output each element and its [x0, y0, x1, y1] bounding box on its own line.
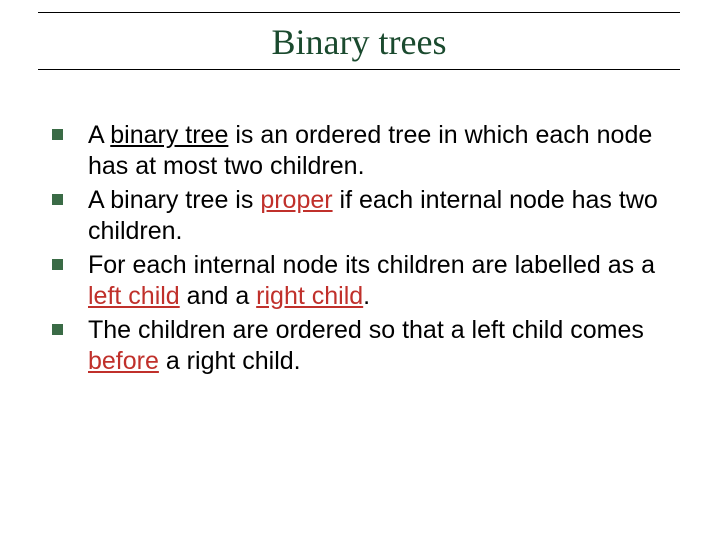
slide-header: Binary trees: [38, 12, 680, 75]
text-run: A binary tree is: [88, 186, 260, 214]
slide: Binary trees A binary tree is an ordered…: [0, 0, 720, 540]
text-run: right child: [256, 282, 363, 310]
square-bullet-icon: [52, 129, 63, 140]
text-run: a right child.: [159, 347, 301, 375]
bullet-list: A binary tree is an ordered tree in whic…: [48, 120, 676, 376]
bullet-item: A binary tree is proper if each internal…: [48, 185, 676, 246]
bullet-item: For each internal node its children are …: [48, 250, 676, 311]
slide-title: Binary trees: [38, 13, 680, 69]
bullet-item: A binary tree is an ordered tree in whic…: [48, 120, 676, 181]
text-run: The children are ordered so that a left …: [88, 316, 644, 344]
bullet-item: The children are ordered so that a left …: [48, 315, 676, 376]
slide-body: A binary tree is an ordered tree in whic…: [48, 120, 676, 380]
text-run: proper: [260, 186, 332, 214]
title-rule-bottom-wrap: [38, 69, 680, 75]
text-run: .: [363, 282, 370, 310]
text-run: before: [88, 347, 159, 375]
text-run: left child: [88, 282, 180, 310]
square-bullet-icon: [52, 194, 63, 205]
title-rule-bottom: [38, 69, 680, 70]
bullet-text: For each internal node its children are …: [88, 251, 655, 310]
square-bullet-icon: [52, 324, 63, 335]
text-run: A: [88, 121, 110, 149]
bullet-text: A binary tree is proper if each internal…: [88, 186, 658, 245]
text-run: and a: [180, 282, 256, 310]
bullet-text: A binary tree is an ordered tree in whic…: [88, 121, 652, 180]
text-run: binary tree: [110, 121, 228, 149]
text-run: For each internal node its children are …: [88, 251, 655, 279]
square-bullet-icon: [52, 259, 63, 270]
bullet-text: The children are ordered so that a left …: [88, 316, 644, 375]
